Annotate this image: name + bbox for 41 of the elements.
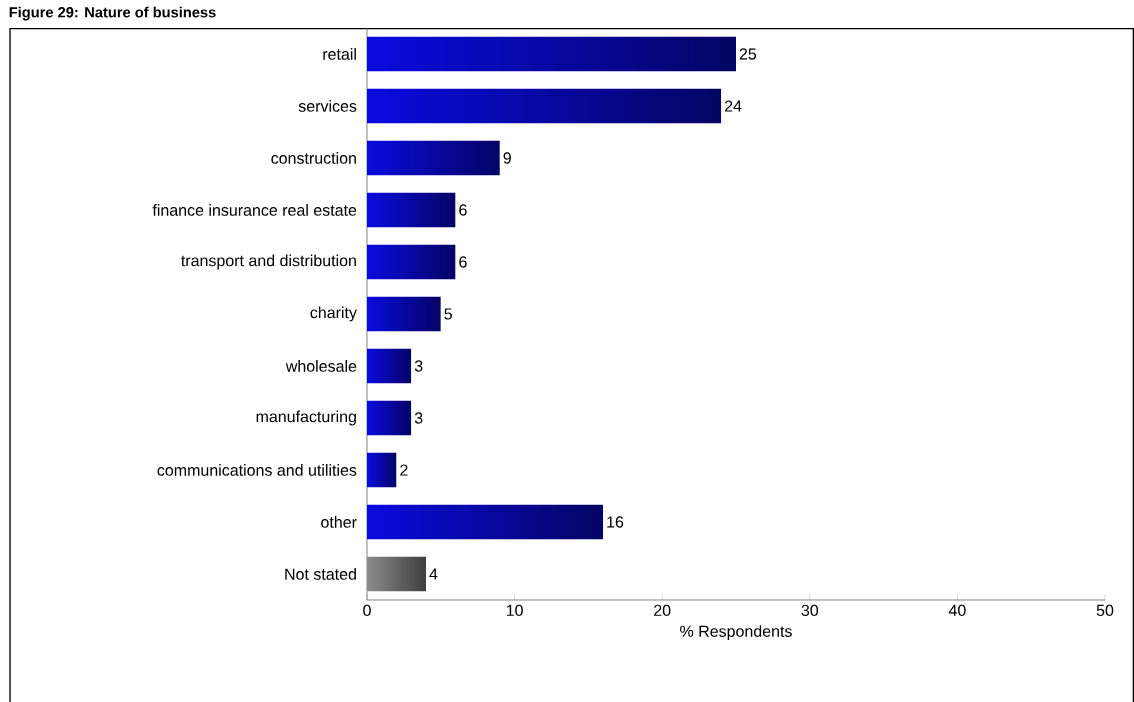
y-tick-label: manufacturing [256,410,356,426]
y-tick-label: other [321,516,357,528]
x-tick-label: 10 [506,604,523,617]
text: Figure 29: Nature of business [9,6,216,21]
x-tick-label: 30 [801,604,819,617]
data-label: 6 [459,256,467,268]
bar [367,244,456,280]
x-tick-label: 0 [363,604,371,617]
bar [367,36,736,72]
bar [367,348,412,384]
y-tick-label: construction [271,152,356,164]
data-label: 9 [503,152,511,164]
x-tick-label: 50 [1096,604,1114,617]
x-axis-title: % Respondents [680,625,792,641]
data-label: 16 [607,516,624,528]
bar [367,556,427,592]
y-tick-label: charity [310,306,357,322]
x-tick-label: 40 [948,604,966,617]
y-tick-label: Not stated [285,568,356,580]
data-label: 3 [414,412,423,424]
y-tick-label: services [298,100,357,112]
bar [367,192,456,228]
y-tick-label: retail [323,48,356,60]
data-label: 25 [739,48,757,60]
x-tick-label: 20 [654,604,671,617]
bar [367,88,722,124]
y-tick-label: wholesale [285,360,357,372]
bar [367,140,500,176]
data-label: 3 [414,360,423,372]
bar [367,504,604,540]
data-label: 24 [724,100,742,112]
bar [367,452,397,488]
bar [367,296,441,332]
bar [367,400,412,436]
data-label: 5 [444,308,452,320]
data-label: 6 [459,204,467,216]
y-tick-label: finance insurance real estate [152,204,357,216]
y-tick-label: communications and utilities [157,464,357,476]
data-label: 2 [400,464,408,476]
data-label: 4 [429,568,438,580]
y-tick-label: transport and distribution [181,254,356,270]
